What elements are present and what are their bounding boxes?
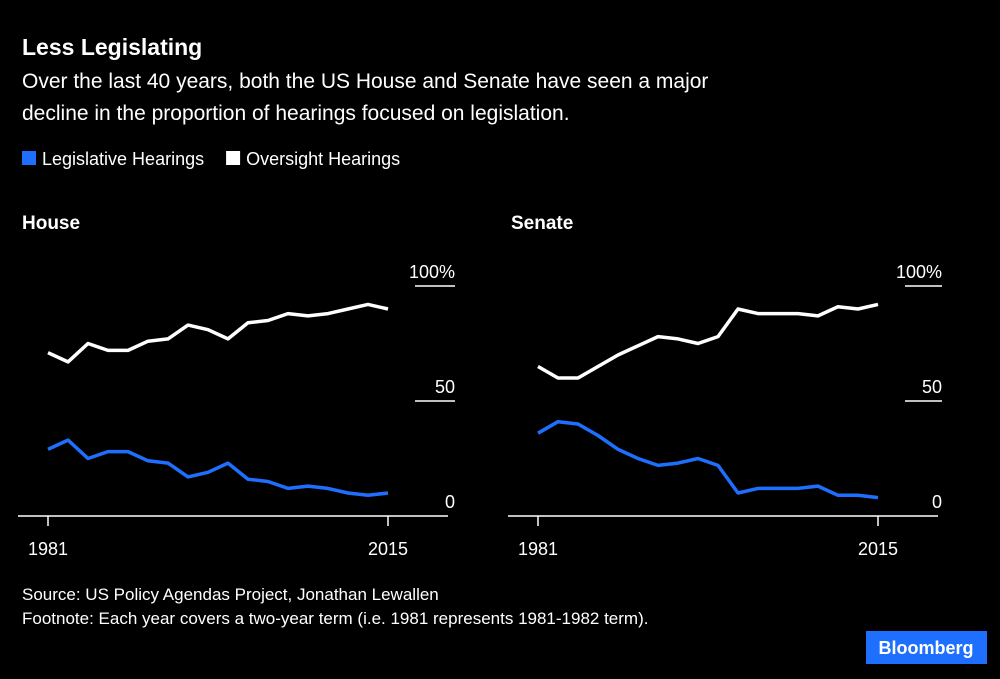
panel-title: House: [22, 213, 80, 234]
legend-label: Oversight Hearings: [246, 149, 400, 169]
x-tick-label: 1981: [28, 539, 68, 559]
legend-label: Legislative Hearings: [42, 149, 204, 169]
panel-title: Senate: [511, 213, 573, 234]
brand-badge: [866, 631, 987, 664]
legend-swatch: [226, 151, 241, 165]
y-tick-label: 50: [922, 377, 942, 397]
source: Source: US Policy Agendas Project, Jonat…: [22, 585, 439, 604]
y-tick-label: 0: [445, 492, 455, 512]
x-tick-label: 2015: [368, 539, 408, 559]
y-tick-label: 100%: [896, 262, 942, 282]
footnote: Footnote: Each year covers a two-year te…: [22, 609, 648, 628]
subtitle: Over the last 40 years, both the US Hous…: [22, 70, 708, 93]
subtitle: decline in the proportion of hearings fo…: [22, 102, 570, 125]
series-line: [537, 419, 879, 500]
series-line: [537, 302, 879, 380]
brand: Bloomberg: [878, 638, 973, 658]
x-tick-label: 2015: [858, 539, 898, 559]
legend-swatch: [22, 151, 36, 165]
y-tick-label: 100%: [409, 262, 455, 282]
x-tick-label: 1981: [518, 539, 558, 559]
chart-title: Less Legislating: [22, 34, 202, 60]
y-tick-label: 50: [435, 377, 455, 397]
series-line: [47, 438, 389, 498]
series-line: [47, 302, 389, 364]
y-tick-label: 0: [932, 492, 942, 512]
